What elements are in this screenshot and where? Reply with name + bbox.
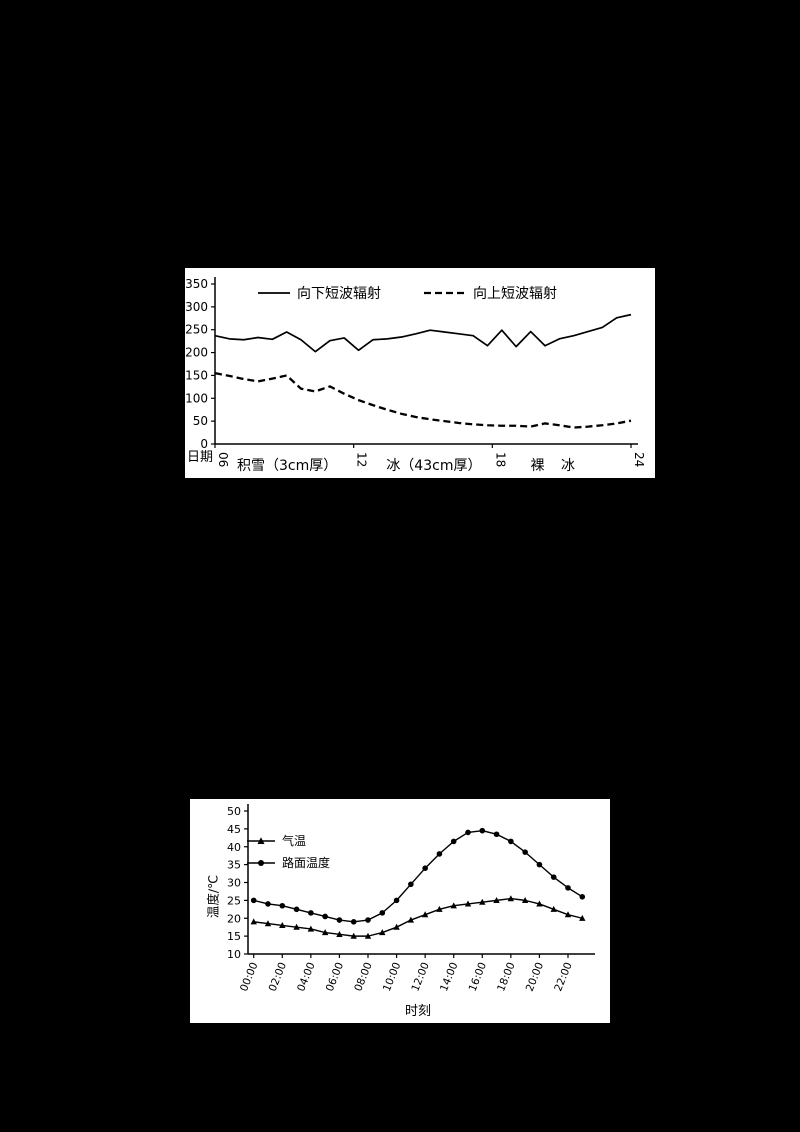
svg-text:350: 350	[185, 277, 208, 291]
svg-text:250: 250	[185, 323, 208, 337]
svg-text:16:00: 16:00	[467, 961, 489, 994]
temperature-chart: 10 15 20 25 30 35 40 45 50 00:00 02:00 04:00 06:00 08…	[227, 804, 595, 994]
x-axis-title-date: 日期	[187, 450, 214, 465]
legend-item-downward: 向下短波辐射	[257, 283, 381, 303]
svg-text:25: 25	[227, 894, 241, 907]
svg-text:00:00: 00:00	[238, 961, 260, 994]
svg-text:30: 30	[227, 877, 241, 890]
svg-text:12: 12	[355, 452, 369, 467]
svg-text:0: 0	[200, 437, 208, 451]
svg-text:18:00: 18:00	[495, 961, 517, 994]
svg-text:22:00: 22:00	[552, 961, 574, 994]
legend-item-air-temp: 气温	[246, 832, 306, 849]
annotation-ice-cover: 冰（43cm厚）	[386, 458, 482, 474]
radiation-legend: 向下短波辐射 向上短波辐射	[257, 283, 557, 303]
svg-text:02:00: 02:00	[267, 961, 289, 994]
svg-text:20:00: 20:00	[524, 961, 546, 994]
annotation-snow-cover: 积雪（3cm厚）	[237, 458, 338, 474]
svg-text:45: 45	[227, 823, 241, 836]
triangle-marker-line-icon	[247, 836, 275, 844]
svg-text:14:00: 14:00	[438, 961, 460, 994]
svg-text:12:00: 12:00	[409, 961, 431, 994]
svg-text:06: 06	[216, 452, 230, 467]
svg-text:200: 200	[185, 346, 208, 360]
legend-label-road-temp: 路面温度	[282, 856, 331, 870]
legend-label-upward: 向上短波辐射	[473, 286, 557, 302]
solid-line-icon	[258, 292, 290, 294]
dashed-line-icon	[424, 291, 466, 295]
svg-text:100: 100	[185, 391, 208, 405]
svg-text:50: 50	[193, 414, 208, 428]
legend-item-upward: 向上短波辐射	[423, 283, 557, 303]
temperature-chart-panel: 10 15 20 25 30 35 40 45 50 00:00 02:00 04:00 06:00 08…	[190, 799, 610, 1023]
svg-text:300: 300	[185, 300, 208, 314]
svg-text:08:00: 08:00	[352, 961, 374, 994]
svg-text:20: 20	[227, 912, 241, 925]
x-axis-title-time: 时刻	[404, 1004, 431, 1019]
circle-marker-line-icon	[247, 859, 275, 866]
svg-text:18: 18	[493, 452, 507, 467]
y-axis-title-temperature: 温度/℃	[205, 874, 221, 919]
svg-text:40: 40	[227, 841, 241, 854]
svg-text:04:00: 04:00	[295, 961, 317, 994]
legend-label-downward: 向下短波辐射	[297, 286, 381, 302]
svg-text:150: 150	[185, 368, 208, 382]
svg-text:24: 24	[632, 452, 646, 467]
radiation-chart: 0 50 100 150 200 250 300 350 06 12 18 24	[185, 277, 646, 467]
temperature-legend: 气温 路面温度	[246, 832, 330, 871]
radiation-chart-panel: 0 50 100 150 200 250 300 350 06 12 18 24 向下短波辐射 向上短…	[185, 268, 655, 478]
annotation-bare-ice: 裸 冰	[530, 458, 581, 474]
svg-text:10: 10	[227, 948, 241, 961]
svg-text:06:00: 06:00	[324, 961, 346, 994]
legend-item-road-temp: 路面温度	[246, 854, 330, 871]
svg-text:15: 15	[227, 930, 241, 943]
surface-annotations: 积雪（3cm厚） 冰（43cm厚） 裸 冰	[215, 455, 631, 475]
svg-text:35: 35	[227, 859, 241, 872]
svg-text:10:00: 10:00	[381, 961, 403, 994]
legend-label-air-temp: 气温	[282, 834, 307, 848]
svg-text:50: 50	[227, 805, 241, 818]
